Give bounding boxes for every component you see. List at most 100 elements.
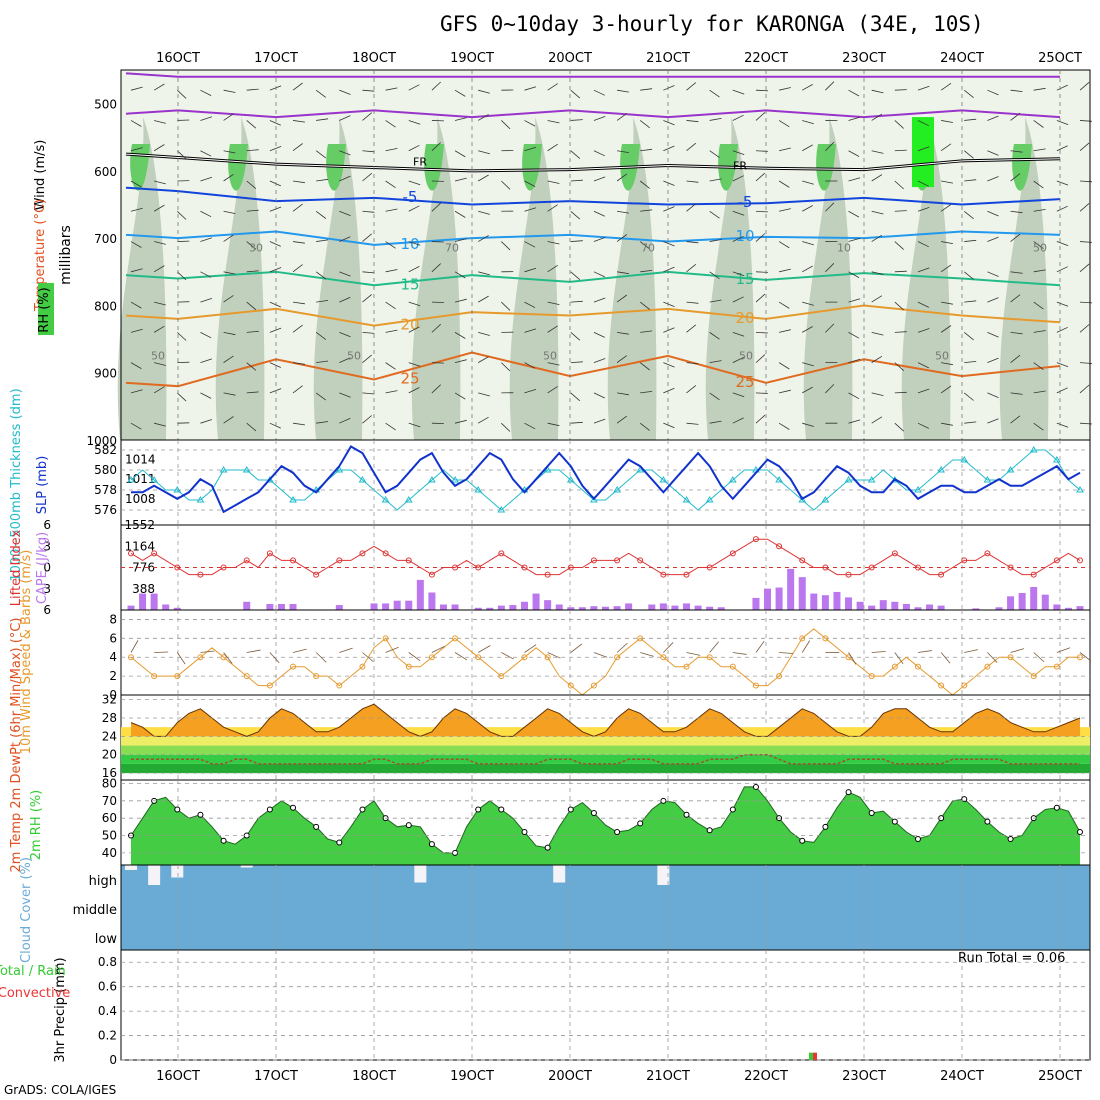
wind10-barb [663, 642, 674, 653]
wind10-barb [1079, 652, 1092, 662]
wind-barb [501, 362, 511, 372]
thickness-marker [242, 466, 251, 473]
wind-barb [269, 362, 281, 368]
rh-shade-region [803, 117, 853, 440]
cape-bar [902, 603, 910, 610]
rh-contour-label: 50 [1033, 242, 1047, 255]
wind-barb [848, 89, 860, 97]
wind-barb [385, 269, 398, 273]
wind-barb [686, 241, 699, 244]
wind-barb [593, 116, 606, 121]
wind-barb [987, 297, 999, 303]
rh-marker [799, 837, 806, 844]
wind10-barb [385, 646, 399, 653]
precip-tick: 0.4 [98, 1004, 117, 1018]
wind10-barb [292, 648, 307, 653]
temp-line [130, 703, 1081, 737]
precip-tick: 0 [109, 1053, 117, 1067]
wind-barb [802, 301, 814, 306]
wind-barb [315, 271, 327, 280]
cape-bar [648, 604, 656, 610]
thickness-marker [983, 476, 992, 483]
rh-high-region [522, 144, 542, 191]
wind10-barb [431, 646, 445, 653]
wind-barb [802, 422, 814, 427]
x-tick-top: 17OCT [254, 51, 298, 66]
wind-barb [339, 115, 351, 121]
slp-tick: 1008 [125, 492, 156, 506]
wind10-frame [120, 609, 1091, 696]
thickness-marker [636, 466, 645, 473]
wind-barb [663, 85, 675, 91]
wind-barb [940, 325, 952, 333]
slp-axis-label: SLP (mb) [35, 456, 50, 515]
rh-marker [174, 806, 181, 813]
wind10-marker [1077, 654, 1083, 661]
wind-barb [246, 270, 259, 273]
wind-barb [802, 84, 813, 91]
wind-barb [1056, 120, 1069, 125]
wind-barb [292, 301, 305, 305]
cape-bar [451, 604, 459, 610]
pressure-tick: 700 [94, 232, 117, 246]
wind10-barb [593, 652, 608, 658]
precip-tick: 0.6 [98, 980, 117, 994]
wind-barb [640, 88, 653, 91]
rh-contour-label: 50 [935, 349, 949, 362]
wind10-marker [313, 673, 320, 680]
wind-barb [292, 362, 305, 365]
rh-marker [405, 822, 412, 829]
wind-barb [362, 294, 372, 303]
slp-tick: 1011 [125, 472, 156, 486]
rh-high-region [1012, 144, 1032, 191]
wind-barb [246, 180, 257, 190]
isotherm-label: 25 [400, 369, 419, 387]
wind-barb [755, 210, 768, 213]
rh-marker [729, 806, 736, 813]
lifted-marker [243, 557, 250, 564]
wind-barb [547, 362, 560, 366]
wind-barb [269, 146, 282, 152]
wind-barb [617, 331, 629, 335]
wind10-marker [729, 663, 736, 670]
rh-marker [984, 818, 991, 825]
thickness-marker [728, 476, 737, 483]
thickness-tick: 580 [94, 463, 117, 477]
wind-barb [616, 173, 628, 182]
lifted-marker [729, 550, 736, 557]
lifted-marker [197, 571, 204, 578]
wind-barb [200, 210, 212, 218]
cape-bar [787, 568, 795, 610]
wind-barb [570, 89, 581, 99]
wind-barb [616, 415, 628, 424]
wind-barb [223, 210, 236, 214]
wind-barb [547, 120, 560, 124]
wind-barb [871, 295, 883, 303]
wind-barb [547, 386, 558, 394]
wind-barb [454, 359, 467, 364]
freezing-level-label: FR [733, 160, 747, 173]
wind-barb [223, 295, 234, 303]
wind-barb [547, 241, 560, 245]
rh-contour-label: 50 [151, 349, 165, 362]
thickness-axis-label: 1000~500mb Thickness (dm) [9, 388, 24, 581]
wind-barb [640, 148, 653, 152]
wind-barb [478, 210, 490, 215]
wind-barb [1033, 120, 1044, 128]
cape-bar [520, 601, 528, 610]
rh-marker [590, 809, 597, 816]
run-total-label: Run Total = [958, 951, 1033, 966]
wind-barb [802, 120, 814, 125]
cape-bar [382, 603, 390, 610]
wind-barb [385, 120, 396, 128]
wind-barb [894, 210, 907, 212]
wind-barb [570, 392, 581, 402]
wind-barb [732, 235, 744, 242]
wind-barb [663, 120, 675, 126]
cloud-level-high: high [89, 874, 117, 889]
cape-bar [486, 607, 494, 610]
cape-bar [810, 593, 818, 610]
wind-barb [964, 332, 974, 341]
cape-bar [150, 593, 158, 610]
wind-barb [524, 120, 536, 127]
